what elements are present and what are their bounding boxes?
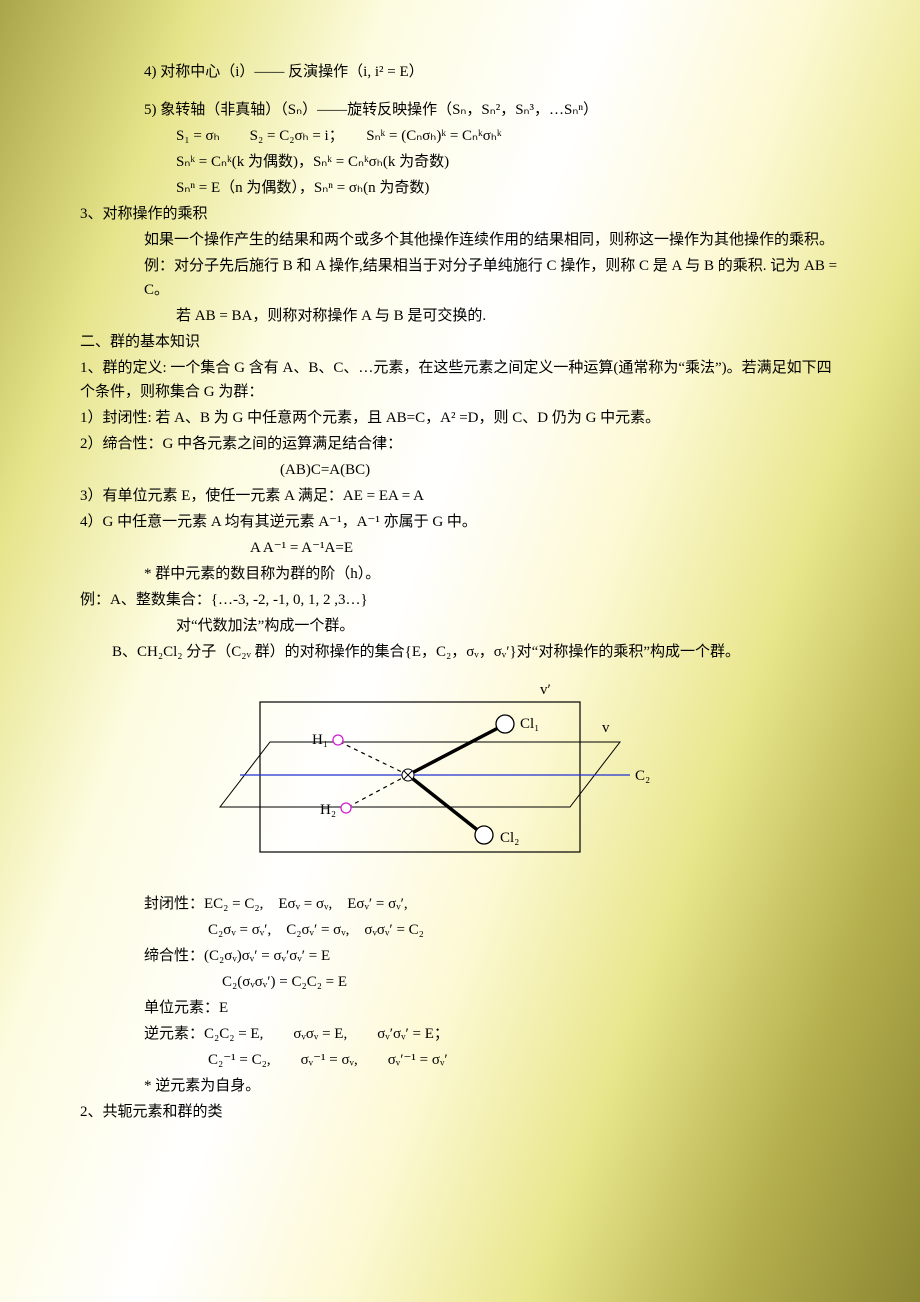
svg-text:Cl₁: Cl₁ [520,716,539,732]
line-rot-refl-axis: 5) 象转轴（非真轴）（Sₙ）——旋转反映操作（Sₙ，Sₙ²，Sₙ³，…Sₙⁿ） [144,98,840,122]
molecule-svg: Cl₁ Cl₂ H₁ H₂ v′ v C₂ [200,672,670,872]
line-inverse-check-1: 逆元素：C₂C₂ = E, σᵥσᵥ = E, σᵥ′σᵥ′ = E； [144,1022,840,1046]
line-product-example: 例：对分子先后施行 B 和 A 操作,结果相当于对分子单纯施行 C 操作，则称 … [144,254,840,302]
line-conjugate-heading: 2、共轭元素和群的类 [80,1100,840,1124]
line-example-b: B、CH₂Cl₂ 分子（C₂ᵥ 群）的对称操作的集合{E，C₂，σᵥ，σᵥ′}对… [112,640,840,664]
line-self-inverse: * 逆元素为自身。 [144,1074,840,1098]
svg-text:v′: v′ [540,682,551,698]
line-order: * 群中元素的数目称为群的阶（h）。 [144,562,840,586]
line-inverse: 4）G 中任意一元素 A 均有其逆元素 A⁻¹，A⁻¹ 亦属于 G 中。 [80,510,840,534]
line-closure-check-1: 封闭性：EC₂ = C₂, Eσᵥ = σᵥ, Eσᵥ′ = σᵥ′, [144,892,840,916]
svg-text:H₁: H₁ [312,732,328,748]
line-inverse-check-2: C₂⁻¹ = C₂, σᵥ⁻¹ = σᵥ, σᵥ′⁻¹ = σᵥ′ [208,1048,840,1072]
line-s-formula-2: Sₙᵏ = Cₙᵏ(k 为偶数)，Sₙᵏ = Cₙᵏσₕ(k 为奇数) [176,150,840,174]
line-group-def: 1、群的定义: 一个集合 G 含有 A、B、C、…元素，在这些元素之间定义一种运… [80,356,840,404]
line-sym-center: 4) 对称中心（i）—— 反演操作（i, i² = E） [144,60,840,84]
line-assoc-check-2: C₂(σᵥσᵥ′) = C₂C₂ = E [222,970,840,994]
line-identity: 3）有单位元素 E，使任一元素 A 满足：AE = EA = A [80,484,840,508]
line-commutative: 若 AB = BA，则称对称操作 A 与 B 是可交换的. [176,304,840,328]
line-closure: 1）封闭性: 若 A、B 为 G 中任意两个元素，且 AB=C，A² =D，则 … [80,406,840,430]
svg-text:Cl₂: Cl₂ [500,830,519,846]
line-s-formula-1: S₁ = σₕ S₂ = C₂σₕ = i； Sₙᵏ = (Cₙσₕ)ᵏ = C… [176,124,840,148]
line-product-heading: 3、对称操作的乘积 [80,202,840,226]
line-inverse-formula: A A⁻¹ = A⁻¹A=E [250,536,840,560]
line-identity-check: 单位元素：E [144,996,840,1020]
line-assoc-check-1: 缔合性：(C₂σᵥ)σᵥ′ = σᵥ′σᵥ′ = E [144,944,840,968]
svg-text:v: v [602,720,610,736]
line-associativity: 2）缔合性：G 中各元素之间的运算满足结合律： [80,432,840,456]
line-example-a-2: 对“代数加法”构成一个群。 [176,614,840,638]
line-s-formula-3: Sₙⁿ = E（n 为偶数），Sₙⁿ = σₕ(n 为奇数) [176,176,840,200]
svg-text:C₂: C₂ [635,768,650,784]
line-product-desc: 如果一个操作产生的结果和两个或多个其他操作连续作用的结果相同，则称这一操作为其他… [144,228,840,252]
molecule-diagram: Cl₁ Cl₂ H₁ H₂ v′ v C₂ [200,672,840,880]
line-example-a: 例：A、整数集合：{…-3, -2, -1, 0, 1, 2 ,3…} [80,588,840,612]
line-group-basics: 二、群的基本知识 [80,330,840,354]
line-closure-check-2: C₂σᵥ = σᵥ′, C₂σᵥ′ = σᵥ, σᵥσᵥ′ = C₂ [208,918,840,942]
svg-text:H₂: H₂ [320,802,336,818]
line-assoc-formula: (AB)C=A(BC) [280,458,840,482]
